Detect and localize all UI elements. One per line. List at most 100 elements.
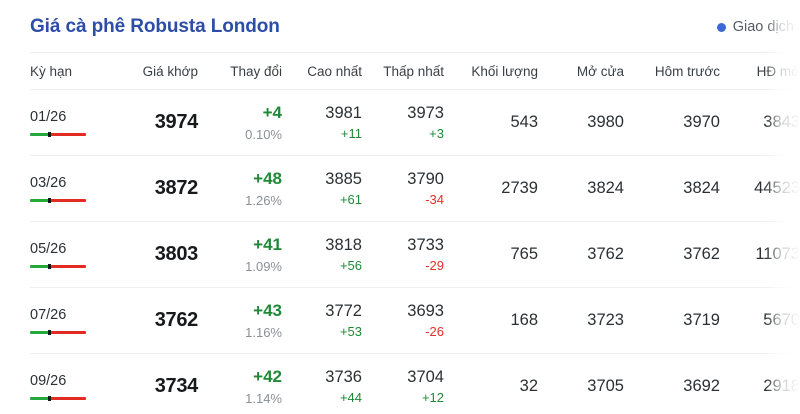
cell-volume: 168 <box>444 287 538 354</box>
quotes-table: Kỳ hạn Giá khớp Thay đổi Cao nhất Thấp n… <box>30 52 800 414</box>
last-price-value: 3762 <box>154 309 199 331</box>
contract-month-label: 09/26 <box>30 372 67 389</box>
change-percent: 1.26% <box>245 192 282 208</box>
cell-low: 3790 -34 <box>362 155 444 222</box>
range-low-segment <box>30 331 49 335</box>
high-value: 3981 <box>325 103 362 122</box>
cell-high: 3736 +44 <box>282 353 362 414</box>
range-high-segment <box>48 199 86 203</box>
contract-month-label: 03/26 <box>30 174 67 191</box>
column-header-oi[interactable]: HĐ mở <box>720 52 800 90</box>
cell-prev-close: 3719 <box>624 287 720 354</box>
contract-month-label: 07/26 <box>30 306 67 323</box>
change-percent: 1.09% <box>245 258 282 274</box>
cell-volume: 32 <box>444 353 538 414</box>
prev-close-value: 3824 <box>683 179 720 197</box>
cell-prev-close: 3824 <box>624 155 720 222</box>
table-row[interactable]: 01/26 3974 +4 0.10% 3981 +11 3973 +3 543 3980 3970… <box>30 89 800 156</box>
high-value: 3736 <box>325 367 362 386</box>
cell-high: 3981 +11 <box>282 89 362 156</box>
cell-prev-close: 3692 <box>624 353 720 414</box>
open-value: 3723 <box>587 311 624 329</box>
high-diff: +61 <box>339 192 362 208</box>
cell-change: +42 1.14% <box>198 353 282 414</box>
table-row[interactable]: 03/26 3872 +48 1.26% 3885 +61 3790 -34 2739 3824 3… <box>30 155 800 222</box>
day-range-bar <box>30 198 86 204</box>
cell-low: 3973 +3 <box>362 89 444 156</box>
open-interest-value: 2918 <box>763 377 800 395</box>
column-header-low[interactable]: Thấp nhất <box>362 52 444 90</box>
cell-change: +41 1.09% <box>198 221 282 288</box>
low-value: 3693 <box>407 301 444 320</box>
cell-volume: 543 <box>444 89 538 156</box>
high-value: 3885 <box>325 169 362 188</box>
column-header-prev[interactable]: Hôm trước <box>624 52 720 90</box>
high-diff: +44 <box>339 390 362 406</box>
open-interest-value: 3843 <box>763 113 800 131</box>
prev-close-value: 3719 <box>683 311 720 329</box>
high-value: 3818 <box>325 235 362 254</box>
low-value: 3733 <box>407 235 444 254</box>
cell-last-price: 3803 <box>112 221 199 288</box>
cell-high: 3818 +56 <box>282 221 362 288</box>
change-value: +41 <box>253 235 282 255</box>
table-header-row: Kỳ hạn Giá khớp Thay đổi Cao nhất Thấp n… <box>30 52 800 90</box>
legend-label: Giao dịch <box>732 19 794 35</box>
low-diff: -26 <box>425 324 444 340</box>
high-diff: +11 <box>340 126 362 142</box>
legend-trading[interactable]: Giao dịch <box>716 19 800 35</box>
column-header-open[interactable]: Mở cửa <box>538 52 624 90</box>
high-diff: +56 <box>339 258 362 274</box>
cell-change: +48 1.26% <box>198 155 282 222</box>
low-diff: -34 <box>425 192 444 208</box>
cell-high: 3885 +61 <box>282 155 362 222</box>
cell-open-interest: 3843 <box>720 89 800 156</box>
column-header-high[interactable]: Cao nhất <box>282 52 362 90</box>
column-header-last[interactable]: Giá khớp <box>112 52 198 90</box>
column-header-volume[interactable]: Khối lượng <box>444 52 538 90</box>
range-marker-icon <box>48 330 52 336</box>
column-header-change[interactable]: Thay đổi <box>198 52 282 90</box>
change-value: +48 <box>253 169 282 189</box>
day-range-bar <box>30 330 86 336</box>
cell-volume: 765 <box>444 221 538 288</box>
open-value: 3980 <box>587 113 624 131</box>
cell-last-price: 3974 <box>112 89 198 156</box>
table-row[interactable]: 05/26 3803 +41 1.09% 3818 +56 3733 -29 765 3762 37… <box>30 221 800 288</box>
cell-last-price: 3734 <box>112 353 198 414</box>
cell-change: +43 1.16% <box>198 287 282 354</box>
range-low-segment <box>30 265 49 269</box>
quotes-table-wrap[interactable]: Kỳ hạn Giá khớp Thay đổi Cao nhất Thấp n… <box>0 52 800 414</box>
volume-value: 32 <box>519 377 538 395</box>
cell-open: 3723 <box>538 287 624 354</box>
table-row[interactable]: 09/26 3734 +42 1.14% 3736 +44 3704 +12 32 3705 369… <box>30 353 800 414</box>
volume-value: 765 <box>510 245 538 263</box>
day-range-bar <box>30 264 86 270</box>
range-low-segment <box>30 199 49 203</box>
cell-open: 3824 <box>538 155 624 222</box>
open-value: 3824 <box>587 179 624 197</box>
range-marker-icon <box>48 396 52 402</box>
cell-open-interest: 44523 <box>720 155 800 222</box>
cell-open-interest: 11073 <box>720 221 800 288</box>
open-value: 3762 <box>587 245 624 263</box>
cell-open: 3980 <box>538 89 624 156</box>
cell-term: 09/26 <box>30 353 112 414</box>
range-high-segment <box>48 133 86 137</box>
column-header-term[interactable]: Kỳ hạn <box>30 52 112 90</box>
table-row[interactable]: 07/26 3762 +43 1.16% 3772 +53 3693 -26 168 3723 37… <box>30 287 800 354</box>
low-value: 3790 <box>407 169 444 188</box>
range-high-segment <box>48 397 86 401</box>
cell-high: 3772 +53 <box>282 287 362 354</box>
prev-close-value: 3970 <box>683 113 720 131</box>
open-interest-value: 11073 <box>755 245 800 263</box>
cell-low: 3733 -29 <box>362 221 444 288</box>
prev-close-value: 3762 <box>683 245 720 263</box>
open-interest-value: 5670 <box>763 311 800 329</box>
cell-change: +4 0.10% <box>198 89 282 156</box>
low-value: 3973 <box>407 103 444 122</box>
last-price-value: 3803 <box>154 243 199 265</box>
cell-open: 3705 <box>538 353 624 414</box>
cell-term: 01/26 <box>30 89 112 156</box>
